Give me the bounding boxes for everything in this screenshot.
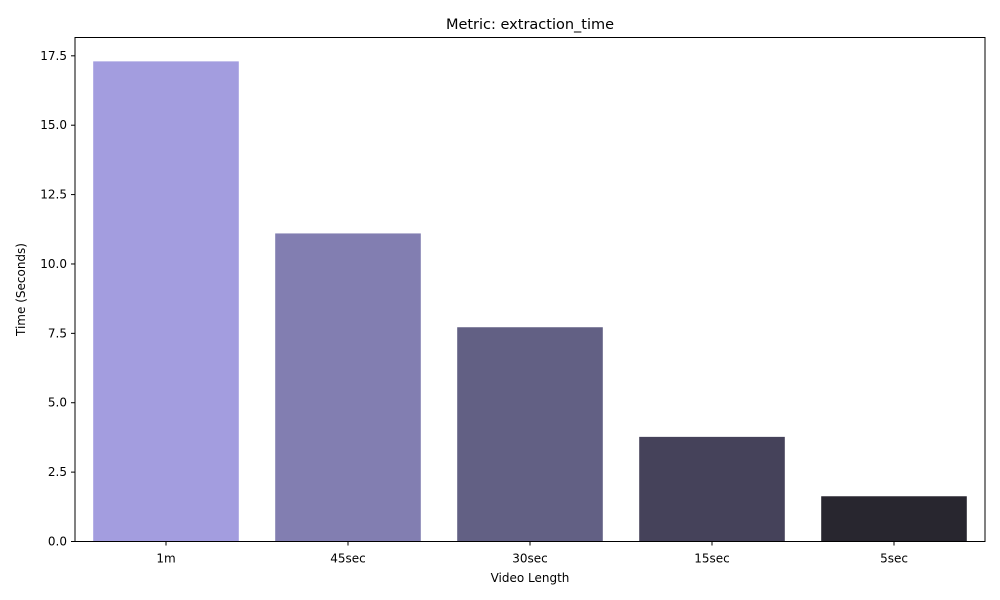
x-tick-label: 15sec bbox=[694, 552, 730, 566]
y-tick-label: 15.0 bbox=[40, 118, 67, 132]
y-axis-ticks: 0.0 2.5 5.0 7.5 10.0 12.5 15.0 17.5 bbox=[40, 49, 75, 549]
plot-frame bbox=[74, 37, 986, 542]
bar-15sec bbox=[639, 436, 785, 542]
bar-30sec bbox=[457, 327, 603, 542]
y-tick-label: 12.5 bbox=[40, 188, 67, 202]
x-tick-label: 1m bbox=[156, 552, 175, 566]
y-tick-label: 10.0 bbox=[40, 257, 67, 271]
x-tick-label: 45sec bbox=[330, 552, 366, 566]
bar-1m bbox=[93, 61, 239, 542]
y-axis-label: Time (Seconds) bbox=[14, 243, 28, 337]
x-tick-label: 30sec bbox=[512, 552, 548, 566]
y-tick-label: 0.0 bbox=[48, 535, 67, 549]
y-tick-label: 7.5 bbox=[48, 326, 67, 340]
y-tick-label: 5.0 bbox=[48, 396, 67, 410]
x-axis-label: Video Length bbox=[491, 571, 570, 585]
bars-layer bbox=[93, 61, 967, 542]
bar-5sec bbox=[821, 496, 967, 542]
x-tick-label: 5sec bbox=[880, 552, 908, 566]
chart-title: Metric: extraction_time bbox=[446, 17, 614, 33]
y-tick-label: 2.5 bbox=[48, 465, 67, 479]
x-axis-ticks: 1m 45sec 30sec 15sec 5sec bbox=[156, 541, 908, 566]
bar-45sec bbox=[275, 233, 421, 542]
y-tick-label: 17.5 bbox=[40, 49, 67, 63]
